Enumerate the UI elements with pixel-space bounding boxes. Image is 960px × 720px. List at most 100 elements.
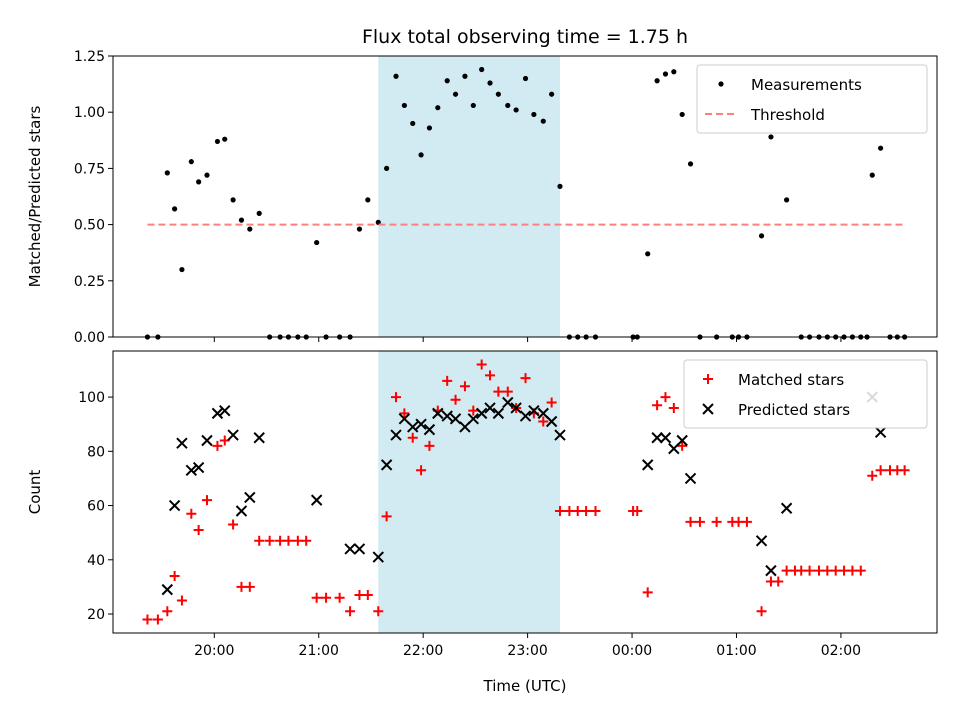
axes-frame — [112, 55, 938, 338]
predicted-point — [449, 413, 462, 425]
measurement-point — [196, 179, 202, 185]
measurement-point — [768, 134, 774, 140]
predicted-point — [423, 423, 436, 436]
measurement-point — [356, 226, 363, 232]
predicted-point — [244, 491, 256, 504]
matched-point — [899, 465, 910, 476]
y-tick-label: 60 — [87, 499, 105, 515]
observing-window-shade — [378, 351, 560, 633]
measurement-point — [314, 239, 320, 246]
measurement-point — [662, 71, 669, 77]
predicted-point — [510, 402, 522, 414]
panel-count: 20 40 60 80 100 20:00 21:00 22:00 23:00 00:00 01:0… — [26, 350, 938, 659]
matched-point — [399, 408, 410, 419]
matched-point — [538, 416, 549, 427]
matched-point — [476, 359, 487, 370]
predicted-point — [780, 502, 793, 514]
matched-point — [590, 505, 601, 516]
matched-point — [193, 524, 204, 535]
matched-point — [733, 516, 744, 527]
predicted-point — [372, 551, 384, 563]
measurement-point — [645, 251, 651, 257]
matched-point — [354, 590, 365, 601]
measurement-point — [671, 69, 677, 75]
matched-point — [311, 592, 322, 603]
measurement-point — [479, 66, 485, 73]
x-tick-label: 23:00 — [507, 643, 547, 659]
measurement-point — [487, 80, 493, 86]
legend-box — [696, 64, 928, 134]
y-tick-label: 1.25 — [74, 49, 105, 65]
measurement-point — [222, 136, 228, 142]
measurement-point — [214, 138, 221, 145]
matched-point — [275, 535, 286, 546]
matched-point — [450, 394, 461, 405]
matched-point — [572, 505, 583, 516]
measurement-point — [247, 226, 253, 232]
y-tick-label: 0.75 — [74, 161, 105, 177]
matched-point — [381, 511, 392, 522]
x-tick-label: 02:00 — [821, 643, 861, 659]
chart-title: Flux total observing time = 1.75 h — [362, 26, 688, 48]
legend-marker — [718, 81, 724, 87]
matched-point — [212, 440, 223, 451]
predicted-point — [676, 434, 688, 447]
panel-ratio: 0.00 0.25 0.50 0.75 1.00 1.25 Matched/Predicte… — [26, 49, 938, 346]
legend-marker — [703, 374, 713, 384]
y-axis-label: Count — [26, 470, 44, 515]
y-tick-label: 0.25 — [74, 274, 105, 290]
predicted-point — [211, 407, 224, 420]
measurement-point — [758, 233, 765, 239]
predicted-point — [545, 415, 558, 428]
y-tick-label: 20 — [87, 607, 105, 623]
matched-point — [301, 535, 312, 546]
matched-point — [442, 375, 453, 386]
predicted-point — [227, 429, 239, 441]
matched-point — [830, 565, 841, 576]
measurement-point — [230, 197, 236, 203]
predicted-point — [651, 432, 663, 444]
matched-point — [254, 535, 265, 546]
predicted-point — [528, 404, 540, 417]
matched-point — [264, 535, 275, 546]
matched-point — [186, 508, 197, 519]
matched-point — [176, 595, 187, 606]
matched-point — [756, 606, 767, 617]
measurement-point — [444, 78, 450, 84]
legend-box — [683, 359, 928, 429]
matched-point — [781, 565, 792, 576]
matched-point — [321, 592, 332, 603]
matched-point — [236, 581, 247, 592]
measurement-point — [462, 73, 468, 79]
predicted-point — [310, 494, 323, 506]
predicted-point — [353, 543, 366, 555]
x-tick-label: 20:00 — [194, 643, 234, 659]
matched-point — [407, 432, 418, 443]
matched-point — [502, 386, 513, 397]
predicted-point — [874, 426, 887, 439]
predicted-point — [219, 404, 231, 417]
measurement-point — [179, 266, 185, 273]
matched-point — [554, 505, 565, 516]
measurement-point — [654, 78, 660, 84]
y-tick-label: 40 — [87, 553, 105, 569]
matched-point — [564, 505, 575, 516]
measurement-point — [495, 91, 501, 97]
matched-point — [875, 465, 886, 476]
matched-point — [345, 606, 356, 617]
predicted-point — [492, 407, 505, 420]
y-tick-label: 80 — [87, 444, 105, 460]
observing-window-shade — [378, 56, 560, 337]
measurement-point — [470, 102, 476, 109]
matched-point — [813, 565, 824, 576]
matched-point — [169, 571, 180, 582]
predicted-point — [415, 418, 427, 430]
matched-point — [485, 370, 496, 381]
x-tick-label: 22:00 — [403, 643, 443, 659]
predicted-point — [161, 583, 174, 596]
measurement-point — [513, 107, 519, 113]
y-tick-label: 0.50 — [74, 218, 105, 234]
matched-point — [362, 590, 373, 601]
matched-point — [632, 505, 643, 516]
